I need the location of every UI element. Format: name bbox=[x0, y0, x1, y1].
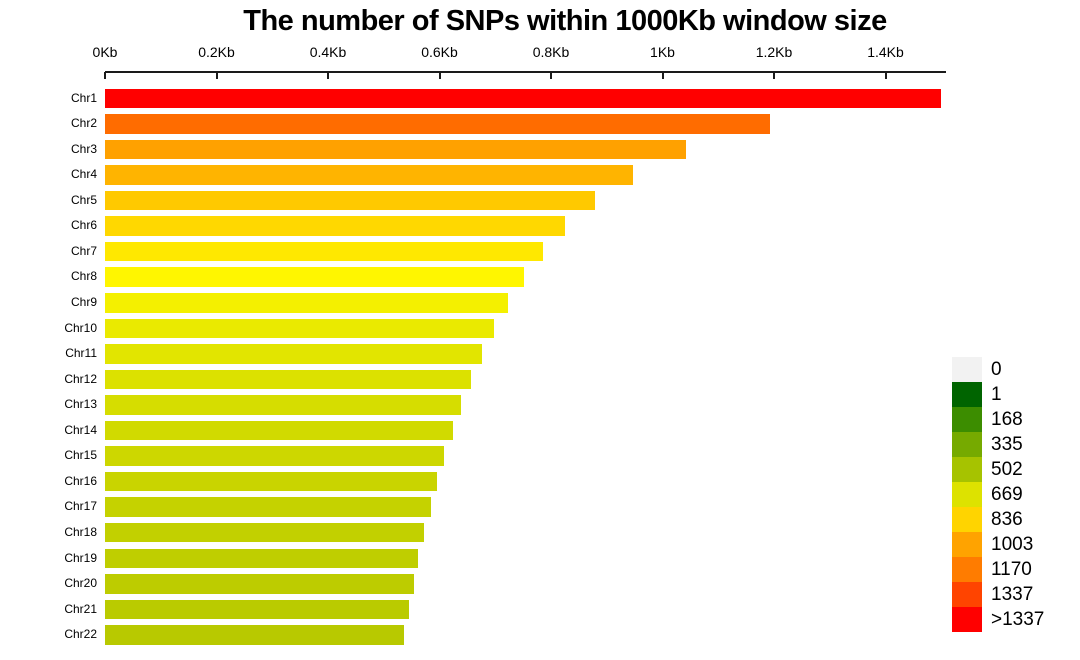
legend-entry: 836 bbox=[952, 507, 1044, 532]
legend: 0 1 168 335 502 669 836 1003 1170 1337 >1337 bbox=[952, 357, 1044, 632]
bar bbox=[105, 522, 424, 543]
legend-label: 502 bbox=[991, 458, 1023, 480]
category-label: Chr13 bbox=[64, 397, 97, 412]
category-label: Chr9 bbox=[70, 295, 97, 309]
x-tick-label: 0Kb bbox=[92, 44, 118, 60]
legend-swatch bbox=[952, 557, 982, 582]
legend-label: 168 bbox=[991, 408, 1023, 430]
legend-entry: 1170 bbox=[952, 557, 1044, 582]
bar bbox=[105, 165, 633, 185]
x-tick-mark bbox=[661, 72, 664, 79]
category-label: Chr1 bbox=[70, 90, 97, 105]
bar bbox=[105, 241, 544, 262]
legend-label: 1337 bbox=[991, 583, 1034, 605]
category-label: Chr15 bbox=[64, 448, 97, 463]
category-label: Chr5 bbox=[70, 192, 97, 207]
legend-label: 1 bbox=[991, 383, 1002, 405]
legend-swatch bbox=[952, 432, 982, 457]
category-label: Chr17 bbox=[64, 499, 97, 514]
category-label: Chr2 bbox=[70, 116, 97, 131]
category-label: Chr21 bbox=[64, 601, 97, 616]
x-tick-mark bbox=[884, 72, 887, 79]
category-label: Chr12 bbox=[64, 371, 97, 386]
bar bbox=[105, 574, 414, 594]
legend-entry: 669 bbox=[952, 482, 1044, 507]
chart-title: The number of SNPs within 1000Kb window … bbox=[243, 5, 887, 37]
bar bbox=[105, 369, 471, 390]
x-tick-label: 0.4Kb bbox=[309, 44, 347, 60]
legend-label: 1170 bbox=[991, 558, 1032, 580]
legend-swatch bbox=[952, 457, 982, 482]
legend-label: 836 bbox=[991, 508, 1023, 530]
legend-label: 0 bbox=[991, 358, 1002, 380]
bar bbox=[105, 139, 686, 160]
legend-swatch bbox=[952, 482, 982, 507]
x-tick-mark bbox=[104, 72, 106, 79]
legend-label: 335 bbox=[991, 433, 1023, 455]
legend-entry: 1003 bbox=[952, 532, 1044, 557]
legend-entry: 502 bbox=[952, 457, 1044, 482]
category-label: Chr14 bbox=[64, 422, 97, 437]
legend-label: 1003 bbox=[991, 533, 1034, 555]
legend-entry: >1337 bbox=[952, 607, 1044, 632]
x-tick-label: 0.8Kb bbox=[532, 44, 570, 60]
category-label: Chr7 bbox=[70, 243, 97, 258]
category-label: Chr4 bbox=[70, 167, 97, 182]
legend-entry: 1 bbox=[952, 382, 1044, 407]
bar bbox=[105, 88, 942, 109]
legend-swatch bbox=[952, 582, 982, 607]
x-tick-mark bbox=[773, 72, 775, 79]
x-tick-label: 0.2Kb bbox=[198, 44, 235, 60]
legend-swatch bbox=[952, 507, 982, 532]
bar bbox=[105, 190, 596, 211]
category-label: Chr3 bbox=[70, 141, 97, 156]
legend-swatch bbox=[952, 607, 982, 632]
bar bbox=[105, 216, 565, 236]
category-label: Chr16 bbox=[64, 473, 97, 488]
x-tick-label: 0.6Kb bbox=[421, 44, 458, 60]
bar bbox=[105, 420, 453, 441]
category-label: Chr11 bbox=[65, 346, 97, 361]
bar bbox=[105, 114, 771, 134]
x-tick-label: 1Kb bbox=[650, 44, 675, 60]
bar bbox=[105, 599, 409, 620]
legend-entry: 335 bbox=[952, 432, 1044, 457]
category-label: Chr8 bbox=[70, 269, 97, 284]
legend-entry: 0 bbox=[952, 357, 1044, 382]
category-label: Chr20 bbox=[64, 576, 97, 591]
x-tick-mark bbox=[215, 72, 218, 79]
bar bbox=[105, 293, 508, 313]
legend-entry: 168 bbox=[952, 407, 1044, 432]
bar bbox=[105, 267, 525, 287]
bar bbox=[105, 548, 418, 568]
category-label: Chr19 bbox=[64, 550, 97, 565]
legend-entry: 1337 bbox=[952, 582, 1044, 607]
bar bbox=[105, 497, 432, 517]
x-axis-line bbox=[105, 71, 946, 73]
bar bbox=[105, 395, 461, 415]
bar bbox=[105, 318, 495, 339]
category-label: Chr10 bbox=[64, 320, 97, 335]
legend-label: 669 bbox=[991, 483, 1023, 505]
legend-swatch bbox=[952, 357, 982, 382]
legend-label: >1337 bbox=[991, 608, 1045, 630]
legend-swatch bbox=[952, 532, 982, 557]
legend-swatch bbox=[952, 407, 982, 432]
x-tick-mark bbox=[550, 72, 552, 79]
bar bbox=[105, 446, 444, 466]
legend-swatch bbox=[952, 382, 982, 407]
category-label: Chr18 bbox=[64, 524, 97, 539]
category-label: Chr22 bbox=[64, 627, 97, 642]
x-tick-mark bbox=[327, 72, 329, 79]
x-tick-label: 1.2Kb bbox=[755, 44, 793, 60]
x-tick-label: 1.4Kb bbox=[867, 44, 904, 60]
bar bbox=[105, 625, 404, 645]
category-label: Chr6 bbox=[70, 218, 97, 233]
bar bbox=[105, 344, 482, 364]
bar bbox=[105, 471, 438, 492]
x-tick-mark bbox=[438, 72, 441, 79]
